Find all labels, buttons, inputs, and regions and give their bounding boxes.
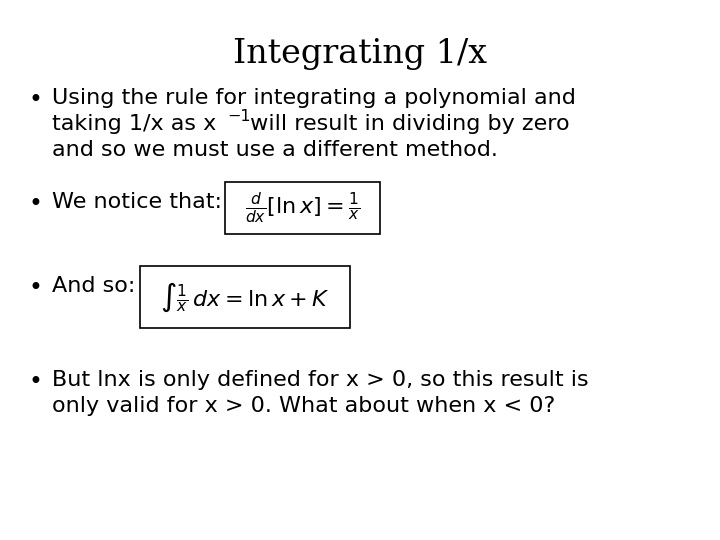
Text: Integrating 1/x: Integrating 1/x <box>233 38 487 70</box>
Text: And so:: And so: <box>52 276 135 296</box>
Text: taking 1/x as x: taking 1/x as x <box>52 114 216 134</box>
Text: $\frac{d}{dx}\left[\ln x\right]=\frac{1}{x}$: $\frac{d}{dx}\left[\ln x\right]=\frac{1}… <box>245 191 360 226</box>
Text: Using the rule for integrating a polynomial and: Using the rule for integrating a polynom… <box>52 88 576 108</box>
Text: •: • <box>28 370 42 394</box>
Text: $\int \frac{1}{x}\,dx = \ln x + K$: $\int \frac{1}{x}\,dx = \ln x + K$ <box>160 280 330 314</box>
Text: We notice that:: We notice that: <box>52 192 222 212</box>
Text: will result in dividing by zero: will result in dividing by zero <box>243 114 570 134</box>
Bar <box>225 182 380 234</box>
Text: But lnx is only defined for x > 0, so this result is: But lnx is only defined for x > 0, so th… <box>52 370 589 390</box>
Text: •: • <box>28 276 42 300</box>
Text: •: • <box>28 88 42 112</box>
Text: and so we must use a different method.: and so we must use a different method. <box>52 140 498 160</box>
Text: −1: −1 <box>227 109 251 124</box>
Bar <box>140 266 350 328</box>
Text: •: • <box>28 192 42 216</box>
Text: only valid for x > 0. What about when x < 0?: only valid for x > 0. What about when x … <box>52 396 555 416</box>
